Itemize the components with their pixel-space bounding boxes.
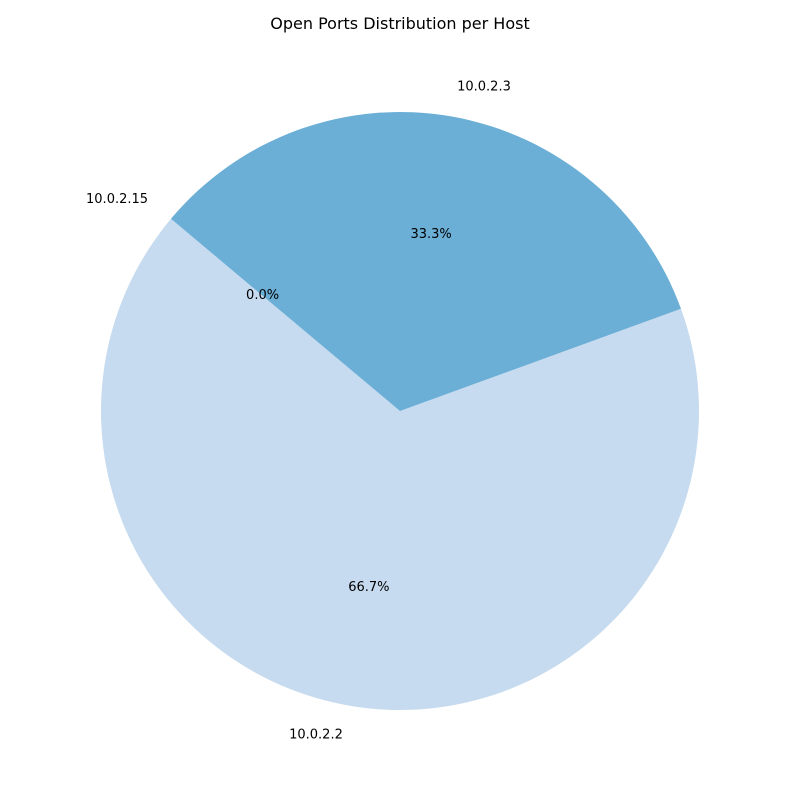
slice-label-10-0-2-3: 10.0.2.3	[457, 80, 511, 95]
pie-slices	[100, 112, 700, 710]
slice-label-10-0-2-15: 10.0.2.15	[86, 192, 148, 207]
pie-slice-10-0-2-2	[100, 218, 700, 710]
chart-title: Open Ports Distribution per Host	[270, 14, 529, 33]
pie-labels: 10.0.2.15 0.0% 10.0.2.2 66.7% 10.0.2.3 33.3%	[86, 80, 511, 743]
slice-label-10-0-2-2: 10.0.2.2	[289, 727, 343, 742]
pie-slice-10-0-2-3	[170, 112, 681, 411]
percent-label-10-0-2-3: 33.3%	[410, 227, 451, 242]
percent-label-10-0-2-15: 0.0%	[246, 288, 279, 303]
percent-label-10-0-2-2: 66.7%	[348, 580, 389, 595]
